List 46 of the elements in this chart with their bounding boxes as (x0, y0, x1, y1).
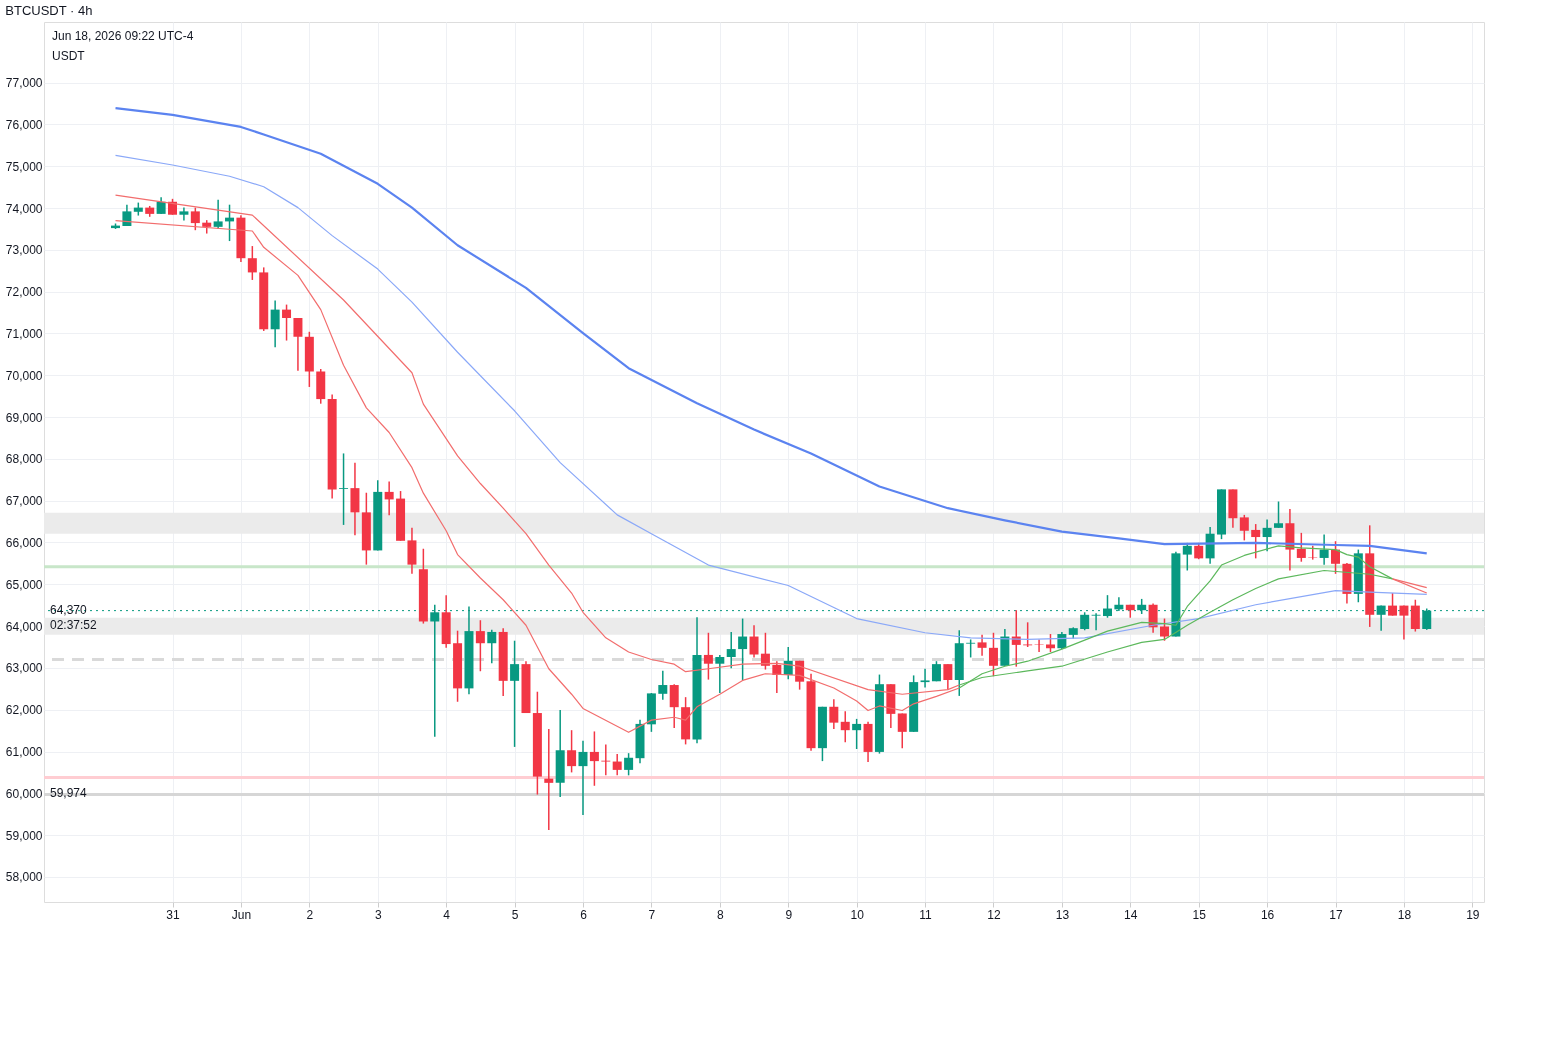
x-tick-label: 10 (850, 907, 865, 922)
annotation: Jun 18, 2026 09:22 UTC-4 (52, 29, 194, 43)
y-tick-label: 58,000 (5, 870, 43, 885)
y-tick-label: 67,000 (5, 494, 43, 509)
x-tick-label: 14 (1124, 907, 1138, 922)
x-tick-label: Jun (231, 907, 252, 922)
y-tick-label: 76,000 (5, 117, 43, 132)
ref-line-label: 59,974 (50, 786, 88, 801)
x-tick-label: 12 (987, 907, 1001, 922)
x-tick-label: 2 (306, 907, 314, 922)
y-tick-label: 73,000 (5, 243, 43, 258)
x-tick-label: 18 (1397, 907, 1412, 922)
y-tick-label: 69,000 (5, 410, 43, 425)
x-tick-label: 6 (580, 907, 588, 922)
y-tick-label: 68,000 (5, 452, 43, 467)
chart-title: BTCUSDT · 4h (5, 3, 93, 18)
y-tick-label: 70,000 (5, 368, 43, 383)
annotation: 02:37:52 (50, 617, 98, 632)
y-tick-label: 71,000 (5, 326, 43, 341)
x-tick-label: 7 (648, 907, 656, 922)
x-tick-label: 16 (1260, 907, 1275, 922)
y-tick-label: 75,000 (5, 159, 43, 174)
annotation: USDT (52, 49, 86, 63)
x-tick-label: 4 (443, 907, 451, 922)
y-tick-label: 61,000 (5, 745, 43, 759)
y-tick-label: 59,000 (5, 828, 43, 843)
x-tick-label: 9 (785, 907, 793, 922)
y-tick-label: 60,000 (5, 786, 43, 801)
x-tick-label: 19 (1466, 907, 1480, 922)
y-tick-label: 63,000 (5, 661, 43, 676)
x-tick-label: 11 (919, 907, 933, 922)
ref-line-label: 64,370 (50, 602, 88, 617)
x-tick-label: 3 (374, 907, 382, 922)
y-tick-label: 64,000 (5, 619, 43, 634)
y-tick-label: 66,000 (5, 535, 43, 550)
y-tick-label: 62,000 (5, 703, 43, 718)
y-tick-label: 77,000 (5, 76, 43, 91)
y-tick-label: 72,000 (5, 285, 43, 300)
y-tick-label: 74,000 (5, 201, 43, 216)
x-tick-label: 15 (1192, 907, 1207, 922)
x-tick-label: 13 (1055, 907, 1070, 922)
y-tick-label: 65,000 (5, 577, 43, 592)
x-tick-label: 17 (1329, 907, 1344, 922)
x-tick-label: 8 (716, 907, 724, 922)
x-tick-label: 5 (511, 907, 519, 922)
x-tick-label: 31 (166, 907, 181, 922)
